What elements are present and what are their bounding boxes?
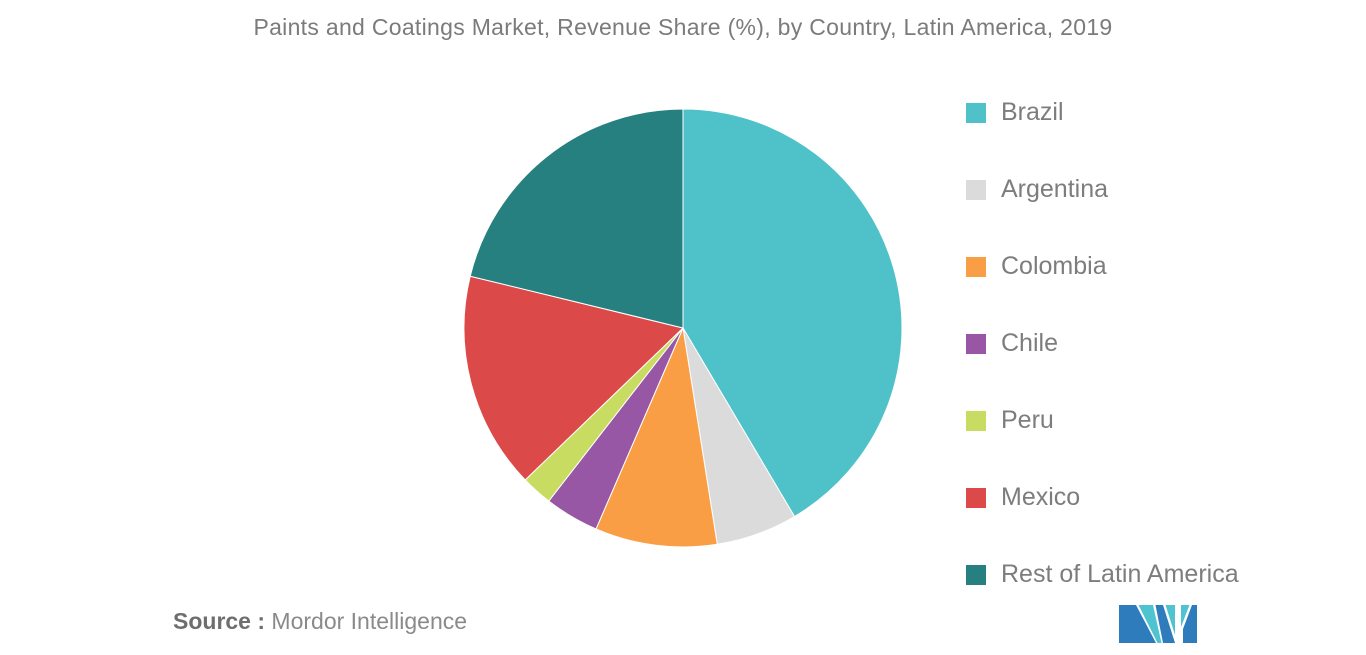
legend-item-peru: Peru [966,406,1239,435]
pie-chart [463,108,903,548]
logo-shape-left-leg [1119,605,1156,643]
legend-swatch-brazil [966,102,986,123]
pie-slice-mexico [463,275,685,481]
logo-shape-i-bar [1183,605,1197,643]
legend-item-colombia: Colombia [966,252,1239,281]
pie-slice-rest-of-latin-america [469,108,684,329]
logo-shape-mid-triangle [1138,605,1162,643]
legend-label: Chile [1001,329,1058,357]
legend-label: Colombia [1001,252,1107,280]
logo-shape-i-top [1181,605,1190,627]
legend-swatch-colombia [966,256,986,277]
mordor-intelligence-logo [1119,605,1197,643]
legend-label: Rest of Latin America [1001,560,1239,588]
logo-shape-right-triangle [1165,605,1175,635]
legend-label: Brazil [1001,98,1064,126]
legend-label: Argentina [1001,175,1109,203]
legend-label: Peru [1001,406,1054,434]
legend-swatch-rest-of-latin-america [966,564,986,585]
legend-swatch-chile [966,333,986,354]
legend: Brazil Argentina Colombia Chile Peru Mexico Re… [966,98,1239,589]
pie-slice-brazil [682,108,903,518]
source-label: Source : [173,608,266,634]
source-note: Source : Mordor Intelligence [173,608,467,635]
legend-label: Mexico [1001,483,1081,511]
legend-item-mexico: Mexico [966,483,1239,512]
legend-swatch-peru [966,410,986,431]
legend-swatch-mexico [966,487,986,508]
source-text: Mordor Intelligence [265,608,468,634]
chart-title: Paints and Coatings Market, Revenue Shar… [253,14,1113,40]
logo-shape-diagonal [1155,605,1175,643]
legend-item-chile: Chile [966,329,1239,358]
legend-swatch-argentina [966,179,986,200]
legend-item-argentina: Argentina [966,175,1239,204]
pie-slice-colombia [595,326,718,548]
legend-item-brazil: Brazil [966,98,1239,127]
legend-item-rest-of-latin-america: Rest of Latin America [966,560,1239,589]
